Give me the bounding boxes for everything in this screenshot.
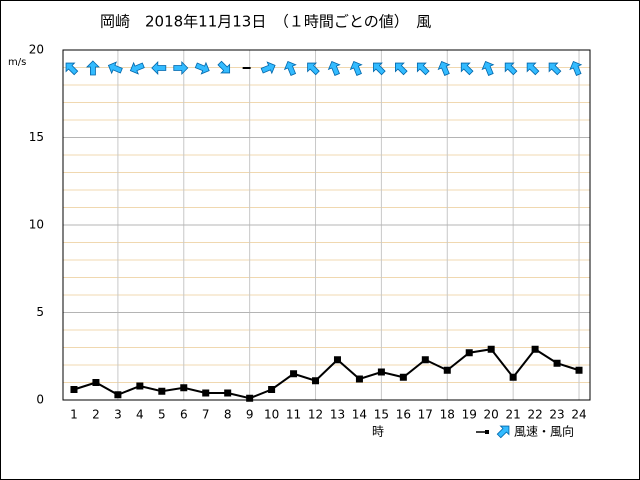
wind-arrow xyxy=(460,62,474,76)
wind-arrow xyxy=(194,61,210,75)
series-line xyxy=(73,347,580,400)
x-tick-label: 7 xyxy=(202,408,210,422)
point xyxy=(224,389,232,397)
point xyxy=(246,394,254,402)
wind-arrow xyxy=(327,61,341,76)
point xyxy=(202,389,210,397)
x-tick-label: 5 xyxy=(158,408,166,422)
point xyxy=(377,368,385,376)
x-tick-label: 22 xyxy=(527,408,542,422)
wind-arrow xyxy=(65,62,79,76)
wind-arrow xyxy=(151,61,167,75)
x-tick-label: 23 xyxy=(549,408,564,422)
plot-border xyxy=(62,49,591,401)
point xyxy=(443,366,451,374)
point xyxy=(355,375,363,383)
wind-arrow xyxy=(437,61,451,76)
point xyxy=(312,377,320,385)
point xyxy=(180,384,188,392)
x-tick-label: 9 xyxy=(246,408,254,422)
x-tick-label: 14 xyxy=(352,408,367,422)
x-tick-label: 4 xyxy=(136,408,144,422)
x-tick-label: 19 xyxy=(462,408,477,422)
x-tick-label: 1 xyxy=(70,408,78,422)
y-tick-label: 10 xyxy=(29,218,44,232)
wind-arrow xyxy=(526,62,540,76)
x-tick-label: 13 xyxy=(330,408,345,422)
wind-arrow xyxy=(173,61,189,75)
point xyxy=(465,349,473,357)
wind-arrow xyxy=(307,62,320,76)
point xyxy=(92,379,100,386)
wind-arrow xyxy=(283,61,297,76)
wind-arrow xyxy=(569,61,583,76)
point xyxy=(70,386,78,393)
point xyxy=(531,345,539,353)
y-axis-label: m/s xyxy=(8,57,26,68)
wind-arrow xyxy=(85,60,100,76)
x-tick-label: 3 xyxy=(114,408,122,422)
x-tick-label: 17 xyxy=(418,408,433,422)
point xyxy=(575,366,583,374)
y-tick-label: 5 xyxy=(36,305,44,319)
point xyxy=(158,387,166,395)
wind-arrow xyxy=(107,61,123,75)
x-tick-label: 6 xyxy=(180,408,188,422)
point xyxy=(509,373,517,381)
x-tick-label: 2 xyxy=(92,408,100,422)
y-tick-label: 15 xyxy=(29,130,44,144)
legend-arrow xyxy=(496,425,510,439)
point xyxy=(399,373,407,381)
point xyxy=(136,382,144,390)
point xyxy=(333,356,341,364)
wind-arrow xyxy=(217,60,231,74)
wind-arrow xyxy=(416,62,430,76)
x-axis-label: 時 xyxy=(372,425,384,439)
point xyxy=(487,345,495,353)
x-tick-label: 15 xyxy=(374,408,389,422)
x-tick-label: 21 xyxy=(506,408,521,422)
point xyxy=(421,356,429,364)
wind-arrow xyxy=(373,62,386,76)
legend-marker xyxy=(485,430,489,434)
point xyxy=(268,386,276,393)
x-tick-label: 18 xyxy=(440,408,455,422)
y-tick-label: 20 xyxy=(29,43,44,57)
chart-title: 岡崎 2018年11月13日 （１時間ごとの値） 風 xyxy=(100,13,431,31)
x-tick-label: 11 xyxy=(286,408,301,422)
x-tick-label: 12 xyxy=(308,408,323,422)
point xyxy=(553,359,561,367)
wind-arrow xyxy=(129,61,145,75)
wind-arrow xyxy=(349,61,363,76)
point xyxy=(290,370,298,378)
x-tick-label: 16 xyxy=(396,408,411,422)
wind-arrow xyxy=(548,62,562,76)
y-tick-label: 0 xyxy=(36,393,44,407)
x-tick-label: 24 xyxy=(571,408,586,422)
point xyxy=(114,391,122,399)
x-tick-label: 8 xyxy=(224,408,232,422)
x-tick-label: 20 xyxy=(484,408,499,422)
legend-label: 風速・風向 xyxy=(514,424,574,439)
x-tick-label: 10 xyxy=(264,408,279,422)
wind-arrow xyxy=(481,61,495,76)
wind-arrow xyxy=(504,62,518,76)
wind-arrow xyxy=(395,62,408,76)
wind-arrow xyxy=(260,61,276,75)
